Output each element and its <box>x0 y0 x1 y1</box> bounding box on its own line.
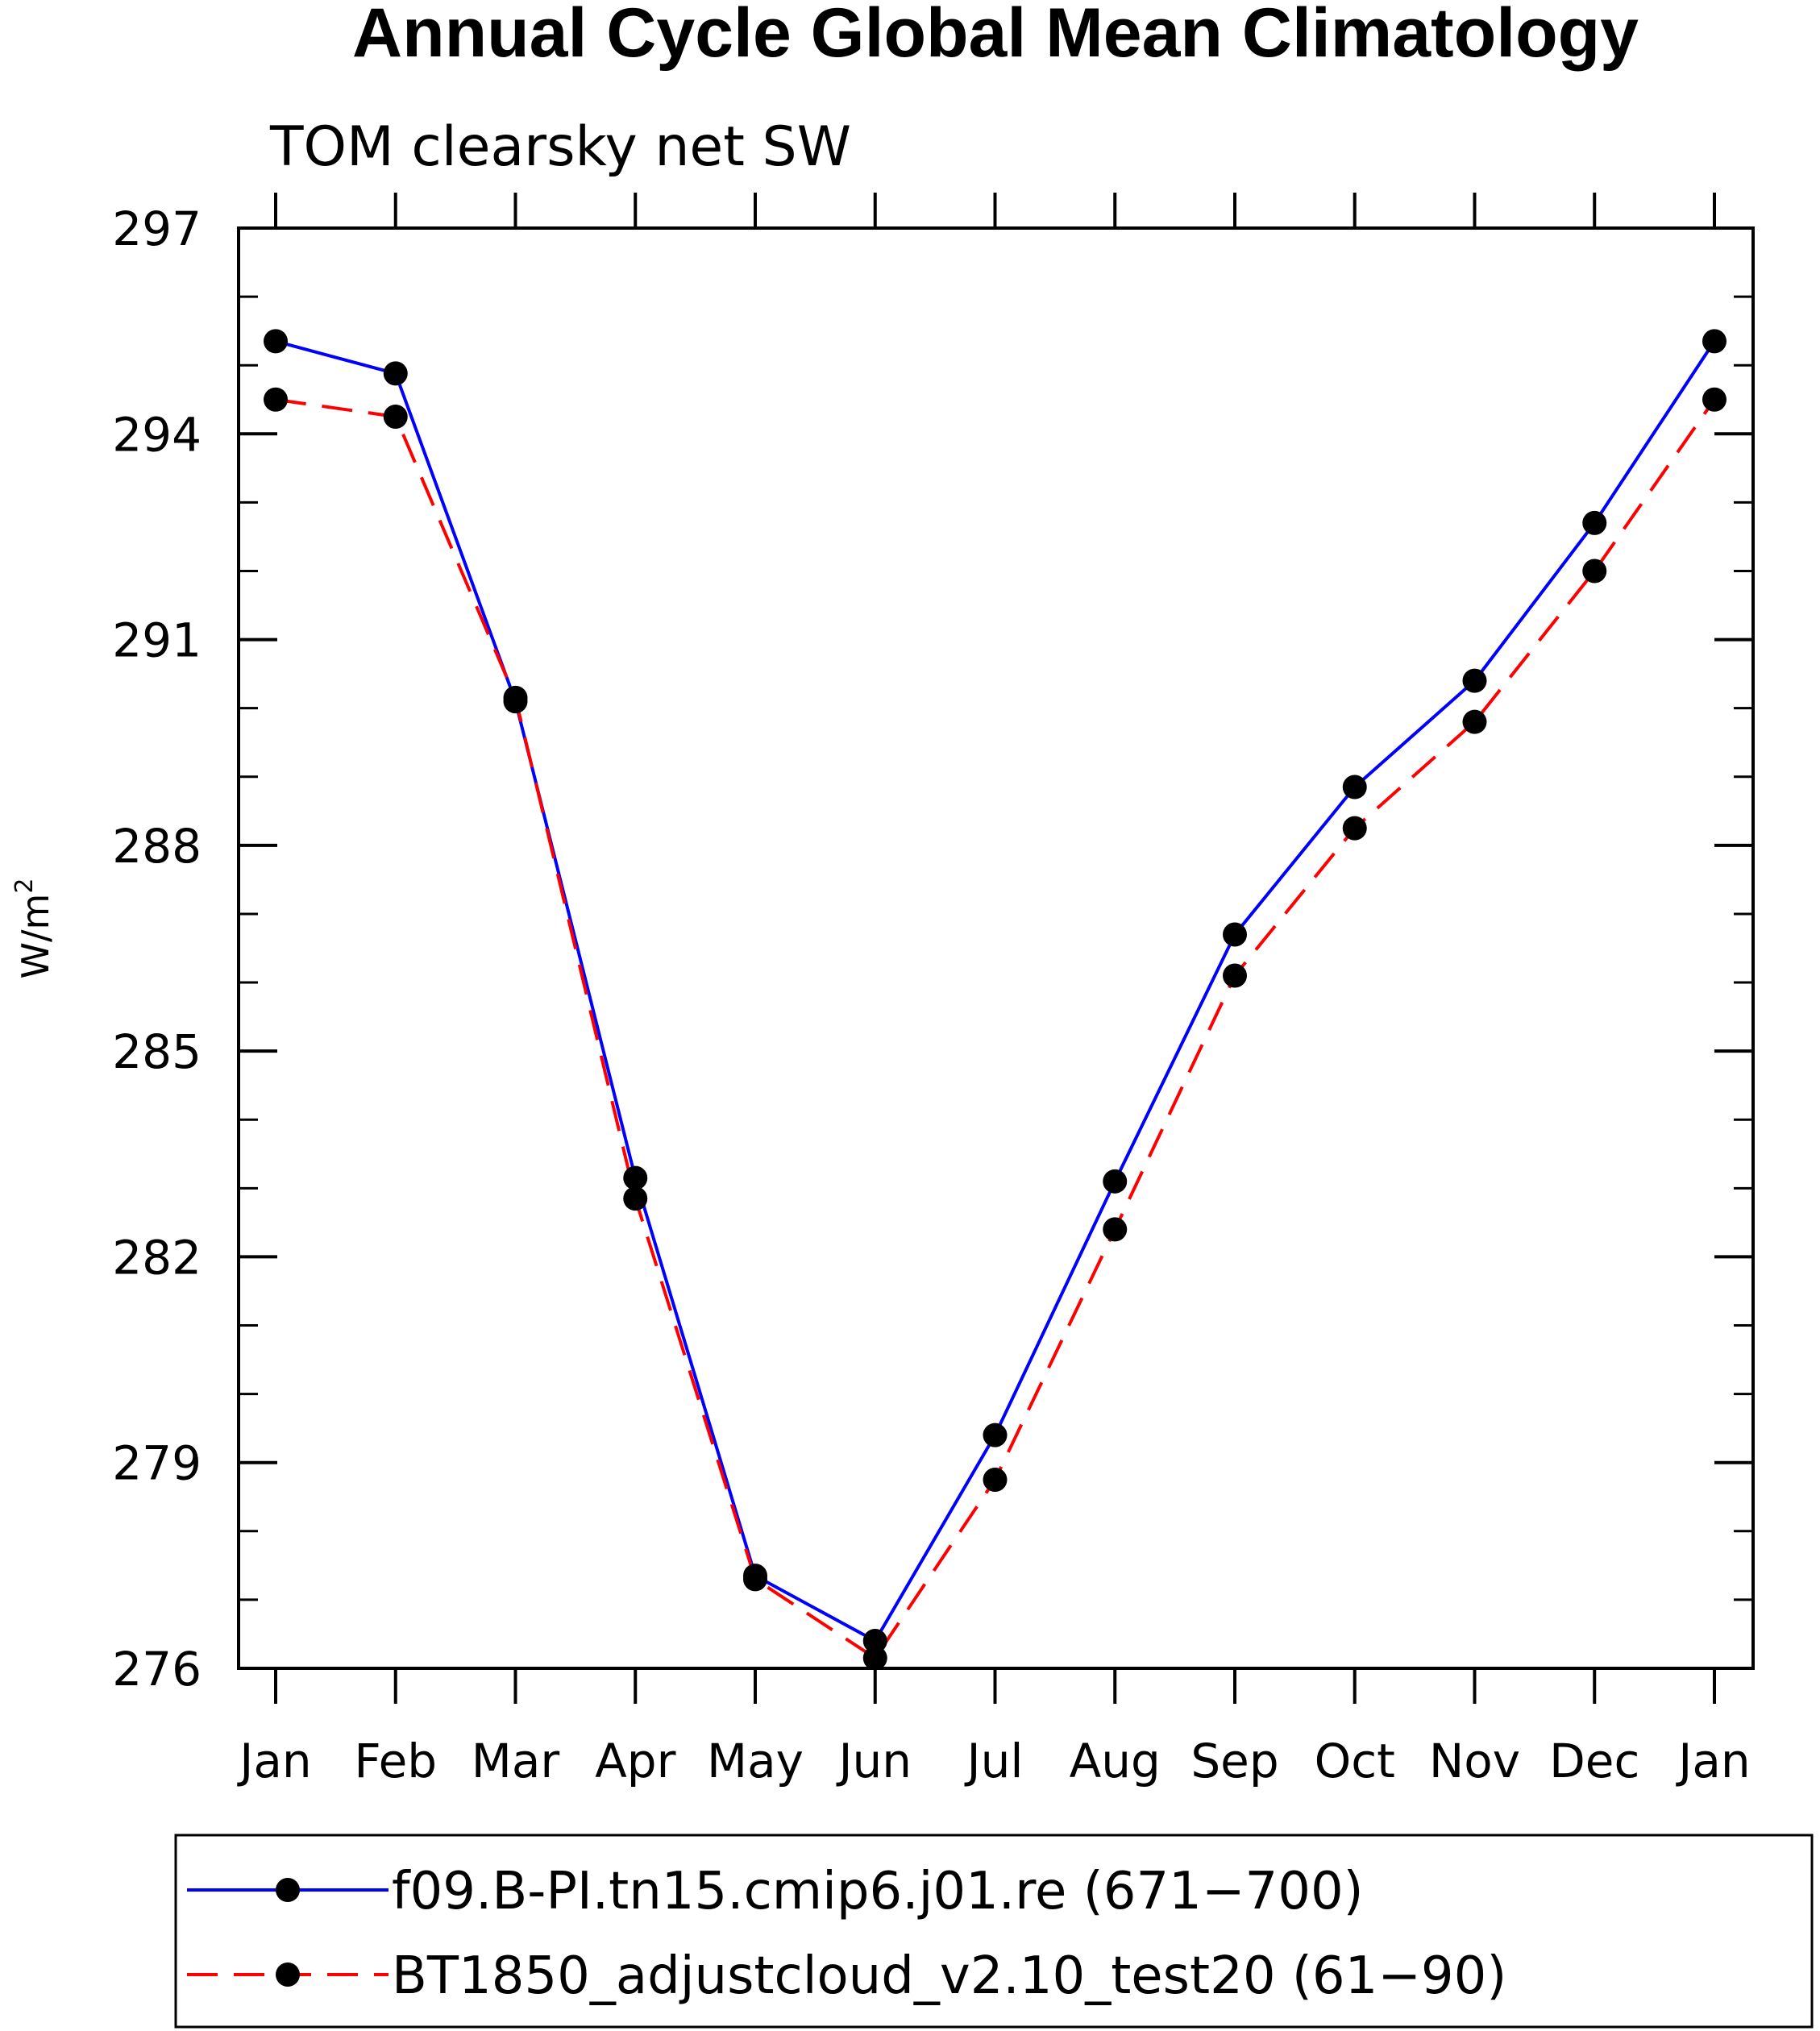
x-tick-label: Jan <box>237 1734 311 1788</box>
y-tick-labels: 276 279 282 285 288 291 294 297 <box>112 201 202 1697</box>
y-tick-label: 294 <box>112 407 202 462</box>
x-tick-label: Jun <box>836 1734 912 1788</box>
legend-box <box>174 1834 1814 2029</box>
legend-marker-2 <box>276 1962 300 1987</box>
legend: f09.B-PI.tn15.cmip6.j01.re (671−700) BT18… <box>187 1862 1506 2006</box>
series-layer <box>264 329 1727 1671</box>
data-point-series-2 <box>503 685 528 710</box>
y-axis-label: W/m2 <box>10 878 57 979</box>
axis-ticks <box>239 193 1753 1704</box>
data-point-series-2 <box>1702 387 1727 412</box>
x-tick-label: Apr <box>595 1734 675 1788</box>
data-point-series-1 <box>1462 668 1487 693</box>
data-point-series-1 <box>862 1628 887 1653</box>
x-tick-label: Mar <box>472 1734 560 1788</box>
x-tick-label: May <box>707 1734 804 1788</box>
plot-frame <box>237 226 1755 1670</box>
y-tick-label: 279 <box>112 1436 202 1491</box>
x-tick-label: Sep <box>1190 1734 1278 1788</box>
data-point-series-2 <box>1462 709 1487 734</box>
x-tick-label: Dec <box>1549 1734 1639 1788</box>
data-point-series-2 <box>743 1567 767 1592</box>
y-tick-label: 276 <box>112 1642 202 1697</box>
x-tick-label: Oct <box>1315 1734 1395 1788</box>
x-tick-labels: Jan Feb Mar Apr May Jun Jul Aug Sep Oct Nov Dec Jan <box>237 1734 1750 1788</box>
y-tick-label: 297 <box>112 201 202 256</box>
data-point-series-2 <box>383 405 408 430</box>
x-tick-label: Nov <box>1429 1734 1520 1788</box>
data-point-series-2 <box>1342 816 1367 841</box>
x-tick-label: Aug <box>1070 1734 1161 1788</box>
legend-label-2: BT1850_adjustcloud_v2.10_test20 (61−90) <box>392 1946 1506 2006</box>
data-point-series-2 <box>862 1646 887 1671</box>
chart-subtitle: TOM clearsky net SW <box>269 115 851 179</box>
data-point-series-1 <box>264 329 288 354</box>
data-point-series-1 <box>1223 922 1247 947</box>
y-axis-label-text: W/m <box>14 894 57 979</box>
data-point-series-1 <box>1582 510 1607 535</box>
svg-text:W/m2: W/m2 <box>10 878 57 979</box>
data-point-series-2 <box>983 1467 1008 1492</box>
data-point-series-1 <box>623 1165 648 1190</box>
y-tick-label: 291 <box>112 613 202 668</box>
x-tick-label: Feb <box>354 1734 437 1788</box>
data-point-series-1 <box>983 1423 1008 1447</box>
x-tick-label: Jan <box>1676 1734 1750 1788</box>
y-tick-label: 282 <box>112 1230 202 1285</box>
data-point-series-1 <box>1702 329 1727 354</box>
x-tick-label: Jul <box>965 1734 1024 1788</box>
data-point-series-2 <box>1103 1217 1128 1242</box>
data-point-series-2 <box>1223 963 1247 988</box>
y-tick-label: 285 <box>112 1024 202 1079</box>
data-point-series-2 <box>1582 559 1607 584</box>
data-point-series-1 <box>383 361 408 386</box>
data-point-series-2 <box>623 1186 648 1211</box>
data-point-series-2 <box>264 387 288 412</box>
y-axis-label-superscript: 2 <box>10 878 39 894</box>
legend-marker-1 <box>276 1878 300 1902</box>
chart-title: Annual Cycle Global Mean Climatology <box>352 0 1639 72</box>
data-point-series-1 <box>1342 775 1367 800</box>
data-point-series-1 <box>1103 1169 1128 1194</box>
legend-label-1: f09.B-PI.tn15.cmip6.j01.re (671−700) <box>392 1862 1364 1921</box>
y-tick-label: 288 <box>112 819 202 874</box>
